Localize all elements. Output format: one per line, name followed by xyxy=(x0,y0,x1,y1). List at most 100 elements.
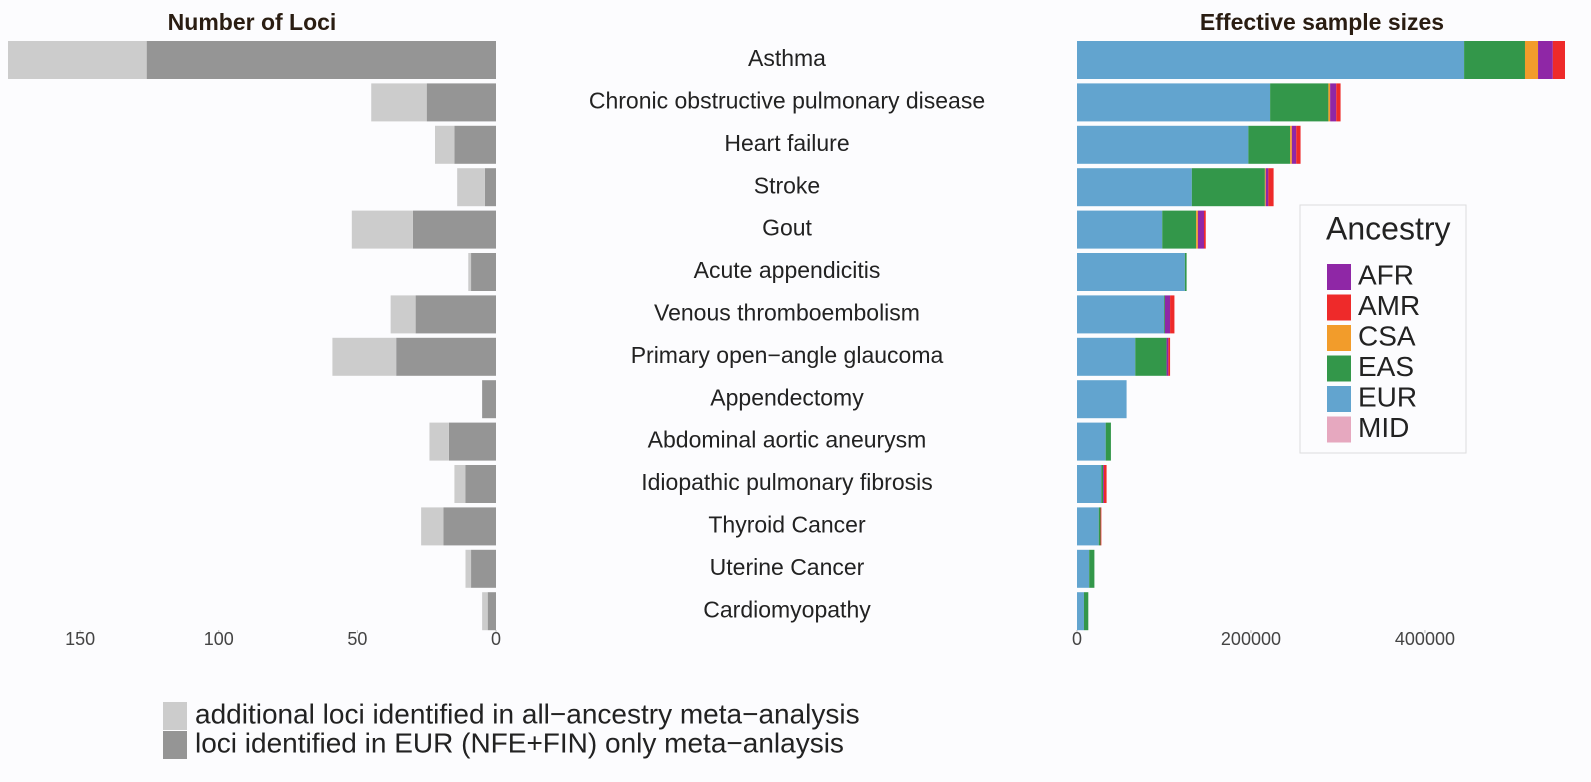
bar-segment xyxy=(1077,83,1271,122)
bar-segment xyxy=(1166,337,1169,376)
category-label: Stroke xyxy=(754,172,820,198)
category-label: Appendectomy xyxy=(710,384,864,410)
category-label: Chronic obstructive pulmonary disease xyxy=(589,87,985,113)
legend-label: AFR xyxy=(1358,259,1414,290)
x-tick-label: 100 xyxy=(204,629,234,649)
category-label: Asthma xyxy=(748,45,826,71)
bar-segment xyxy=(1077,592,1084,631)
bar-segment xyxy=(1168,337,1171,376)
x-tick-label: 0 xyxy=(1072,629,1082,649)
bar-segment xyxy=(412,210,496,249)
bar-segment xyxy=(415,295,496,334)
bar-segment xyxy=(1077,337,1136,376)
category-label: Venous thromboembolism xyxy=(654,299,920,325)
bar-segment xyxy=(471,253,496,291)
bar-segment xyxy=(1077,422,1106,461)
bar-segment xyxy=(1100,507,1102,546)
bar-segment xyxy=(465,465,496,503)
bar-segment xyxy=(1101,465,1104,503)
bar-segment xyxy=(1105,422,1111,461)
legend-swatch xyxy=(163,731,187,759)
category-label: Heart failure xyxy=(724,130,849,156)
legend-label: additional loci identified in all−ancest… xyxy=(195,698,860,729)
bar-segment xyxy=(1089,549,1095,588)
bar-segment xyxy=(396,337,496,376)
legend-label: EAS xyxy=(1358,351,1414,382)
bar-segment xyxy=(1197,210,1205,249)
bar-segment xyxy=(454,465,466,503)
bar-segment xyxy=(1077,210,1163,249)
bar-segment xyxy=(1296,125,1301,164)
bar-segment xyxy=(1538,41,1553,79)
bar-segment xyxy=(1077,253,1185,291)
bar-segment xyxy=(371,83,427,122)
category-label: Acute appendicitis xyxy=(694,257,881,283)
bar-segment xyxy=(1191,168,1265,207)
bar-segment xyxy=(1464,41,1525,79)
bar-segment xyxy=(1248,125,1291,164)
bar-segment xyxy=(1336,83,1341,122)
bar-segment xyxy=(1077,41,1465,79)
bar-segment xyxy=(484,168,496,207)
bar-segment xyxy=(471,549,496,588)
legend-label: MID xyxy=(1358,412,1409,443)
left-title: Number of Loci xyxy=(168,9,337,35)
legend-label: AMR xyxy=(1358,290,1420,321)
bar-segment xyxy=(1184,253,1187,291)
bar-segment xyxy=(1077,465,1102,503)
legend-label: CSA xyxy=(1358,320,1416,351)
category-label: Thyroid Cancer xyxy=(708,511,866,537)
bar-segment xyxy=(482,592,488,631)
bar-segment xyxy=(1268,168,1274,207)
legend-swatch xyxy=(1327,325,1351,351)
legend-swatch xyxy=(1327,294,1351,321)
legend-swatch xyxy=(1327,264,1351,290)
bar-segment xyxy=(457,168,485,207)
bar-segment xyxy=(435,125,455,164)
bar-segment xyxy=(146,41,497,79)
legend-swatch xyxy=(163,702,187,730)
category-label: Gout xyxy=(762,215,812,241)
bar-segment xyxy=(1135,337,1167,376)
bar-segment xyxy=(1103,465,1104,503)
bar-segment xyxy=(390,295,416,334)
bar-segment xyxy=(1552,41,1565,79)
bar-segment xyxy=(448,422,496,461)
legend-swatch xyxy=(1327,416,1351,443)
legend-label: loci identified in EUR (NFE+FIN) only me… xyxy=(195,727,844,758)
category-label: Primary open−angle glaucoma xyxy=(631,342,944,368)
bar-segment xyxy=(1330,83,1337,122)
bar-segment xyxy=(1264,168,1266,207)
category-label: Cardiomyopathy xyxy=(703,596,871,622)
category-label: Uterine Cancer xyxy=(710,554,865,580)
bar-segment xyxy=(1328,83,1331,122)
bar-segment xyxy=(454,125,496,164)
category-label: Abdominal aortic aneurysm xyxy=(648,427,927,453)
bar-segment xyxy=(332,337,397,376)
bar-segment xyxy=(8,41,147,79)
bar-segment xyxy=(351,210,413,249)
bar-segment xyxy=(1162,210,1197,249)
x-tick-label: 200000 xyxy=(1221,629,1281,649)
bar-segment xyxy=(1170,295,1175,334)
bar-segment xyxy=(443,507,496,546)
bar-segment xyxy=(1103,465,1107,503)
bar-segment xyxy=(1196,210,1198,249)
bar-segment xyxy=(1077,168,1192,207)
bar-segment xyxy=(1098,507,1101,546)
right-title: Effective sample sizes xyxy=(1200,9,1444,35)
bar-segment xyxy=(1164,295,1171,334)
bar-segment xyxy=(1077,507,1099,546)
x-tick-label: 150 xyxy=(65,629,95,649)
bar-segment xyxy=(1077,125,1249,164)
bar-segment xyxy=(1204,210,1206,249)
bar-segment xyxy=(1077,295,1164,334)
x-tick-label: 50 xyxy=(347,629,367,649)
bar-segment xyxy=(1524,41,1539,79)
bar-segment xyxy=(426,83,496,122)
bar-segment xyxy=(1077,380,1127,419)
legend-swatch xyxy=(1327,386,1351,412)
bar-segment xyxy=(1270,83,1329,122)
legend-swatch xyxy=(1327,355,1351,382)
